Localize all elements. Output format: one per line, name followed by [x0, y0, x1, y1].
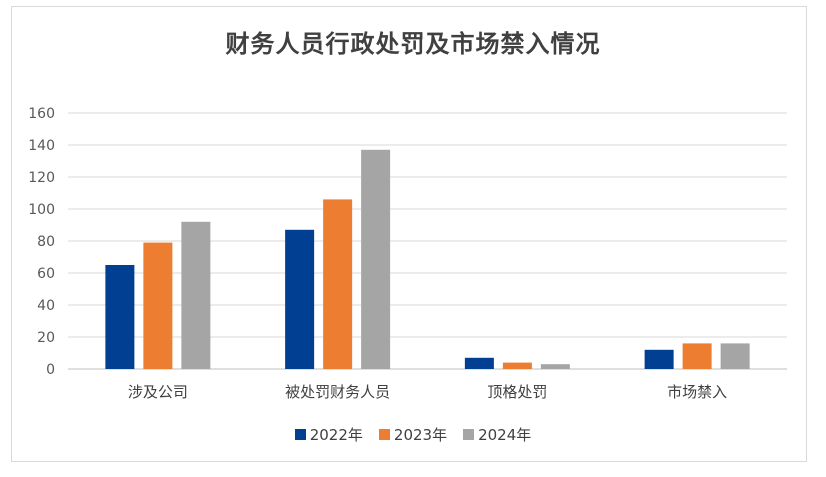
- x-category-label-1: 被处罚财务人员: [285, 383, 390, 401]
- legend-swatch-2022: [294, 429, 306, 440]
- y-tick-label-80: 80: [37, 234, 55, 250]
- x-category-label-2: 顶格处罚: [487, 383, 547, 401]
- legend-label-2024: 2024年: [478, 426, 532, 444]
- y-tick-label-0: 0: [46, 362, 55, 378]
- bar-2-1: [502, 362, 532, 369]
- legend-item-2022: 2022年: [294, 424, 363, 445]
- bar-2-2: [540, 364, 570, 369]
- y-tick-label-20: 20: [37, 330, 55, 346]
- legend-label-2023: 2023年: [393, 426, 448, 444]
- y-tick-label-160: 160: [28, 106, 55, 122]
- bar-1-0: [285, 229, 315, 369]
- bar-0-0: [105, 265, 135, 369]
- bar-0-2: [181, 221, 211, 369]
- bar-3-0: [644, 349, 674, 369]
- y-tick-label-40: 40: [37, 298, 55, 314]
- bar-1-2: [361, 149, 391, 369]
- bar-1-1: [323, 199, 353, 369]
- chart-title: 财务人员行政处罚及市场禁入情况: [225, 30, 601, 58]
- y-tick-label-60: 60: [37, 266, 55, 282]
- legend: 2022年 2023年 2024年: [0, 424, 826, 445]
- x-category-label-3: 市场禁入: [667, 383, 727, 401]
- y-tick-label-120: 120: [28, 170, 55, 186]
- bar-3-1: [682, 343, 712, 369]
- y-tick-label-140: 140: [28, 138, 55, 154]
- x-category-label-0: 涉及公司: [128, 383, 188, 401]
- chart-frame: [11, 6, 807, 462]
- legend-label-2022: 2022年: [309, 426, 363, 444]
- legend-item-2023: 2023年: [378, 424, 448, 445]
- y-tick-label-100: 100: [28, 202, 55, 218]
- bar-2-0: [464, 357, 494, 369]
- legend-swatch-2024: [463, 429, 475, 440]
- bar-0-1: [143, 242, 173, 369]
- legend-swatch-2023: [378, 429, 390, 440]
- legend-item-2024: 2024年: [463, 424, 531, 445]
- bar-3-2: [720, 343, 750, 369]
